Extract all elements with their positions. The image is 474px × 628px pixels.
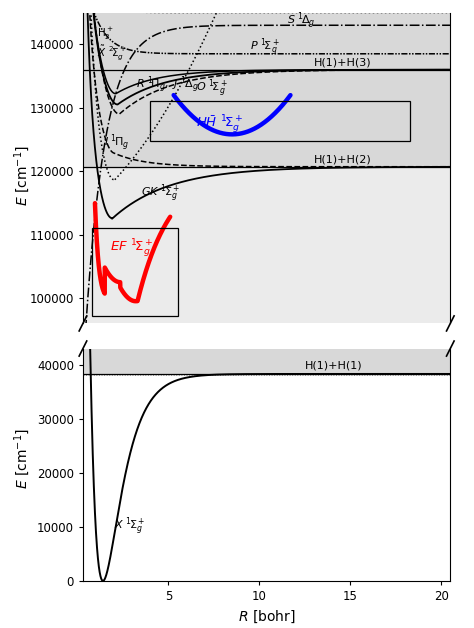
Text: H(1)+H(3): H(1)+H(3)	[314, 57, 372, 67]
Text: $X\ {}^1\!\Sigma_g^+$: $X\ {}^1\!\Sigma_g^+$	[114, 516, 146, 538]
Text: $S\ {}^1\!\Delta_g$: $S\ {}^1\!\Delta_g$	[287, 10, 315, 31]
Text: H(1)+H(2): H(1)+H(2)	[314, 154, 372, 164]
Text: $P\ {}^1\!\Sigma_g^+$: $P\ {}^1\!\Sigma_g^+$	[250, 37, 281, 59]
Text: $GK\ {}^1\!\Sigma_g^+$: $GK\ {}^1\!\Sigma_g^+$	[141, 183, 181, 205]
Text: $I\ {}^1\!\Pi_g$: $I\ {}^1\!\Pi_g$	[104, 132, 129, 153]
X-axis label: $R\ \mathrm{[bohr]}$: $R\ \mathrm{[bohr]}$	[238, 609, 295, 625]
Bar	[92, 228, 178, 316]
Text: $\mathrm{H}_2^+$: $\mathrm{H}_2^+$	[97, 26, 113, 41]
Text: $EF\ {}^1\!\Sigma_g^+$: $EF\ {}^1\!\Sigma_g^+$	[110, 237, 154, 259]
Text: H(1)+H(1): H(1)+H(1)	[305, 360, 363, 371]
Text: $H\bar{H}\ {}^1\!\Sigma_g^+$: $H\bar{H}\ {}^1\!\Sigma_g^+$	[196, 113, 243, 134]
Bar	[150, 101, 410, 141]
Text: $\tilde{X}\ {}^2\!\Sigma_g^+$: $\tilde{X}\ {}^2\!\Sigma_g^+$	[97, 43, 126, 62]
Bar	[83, 6, 450, 166]
Text: $E\ \mathrm{[cm^{-1}]}$: $E\ \mathrm{[cm^{-1}]}$	[12, 145, 32, 207]
Text: $O\ {}^1\!\Sigma_g^+$: $O\ {}^1\!\Sigma_g^+$	[196, 77, 228, 100]
Bar	[83, 343, 450, 374]
Text: $R\ {}^1\!\Pi_g,\ J\ {}^1\!\Delta_g$: $R\ {}^1\!\Pi_g,\ J\ {}^1\!\Delta_g$	[136, 73, 199, 95]
Text: $E\ \mathrm{[cm^{-1}]}$: $E\ \mathrm{[cm^{-1}]}$	[12, 428, 32, 489]
